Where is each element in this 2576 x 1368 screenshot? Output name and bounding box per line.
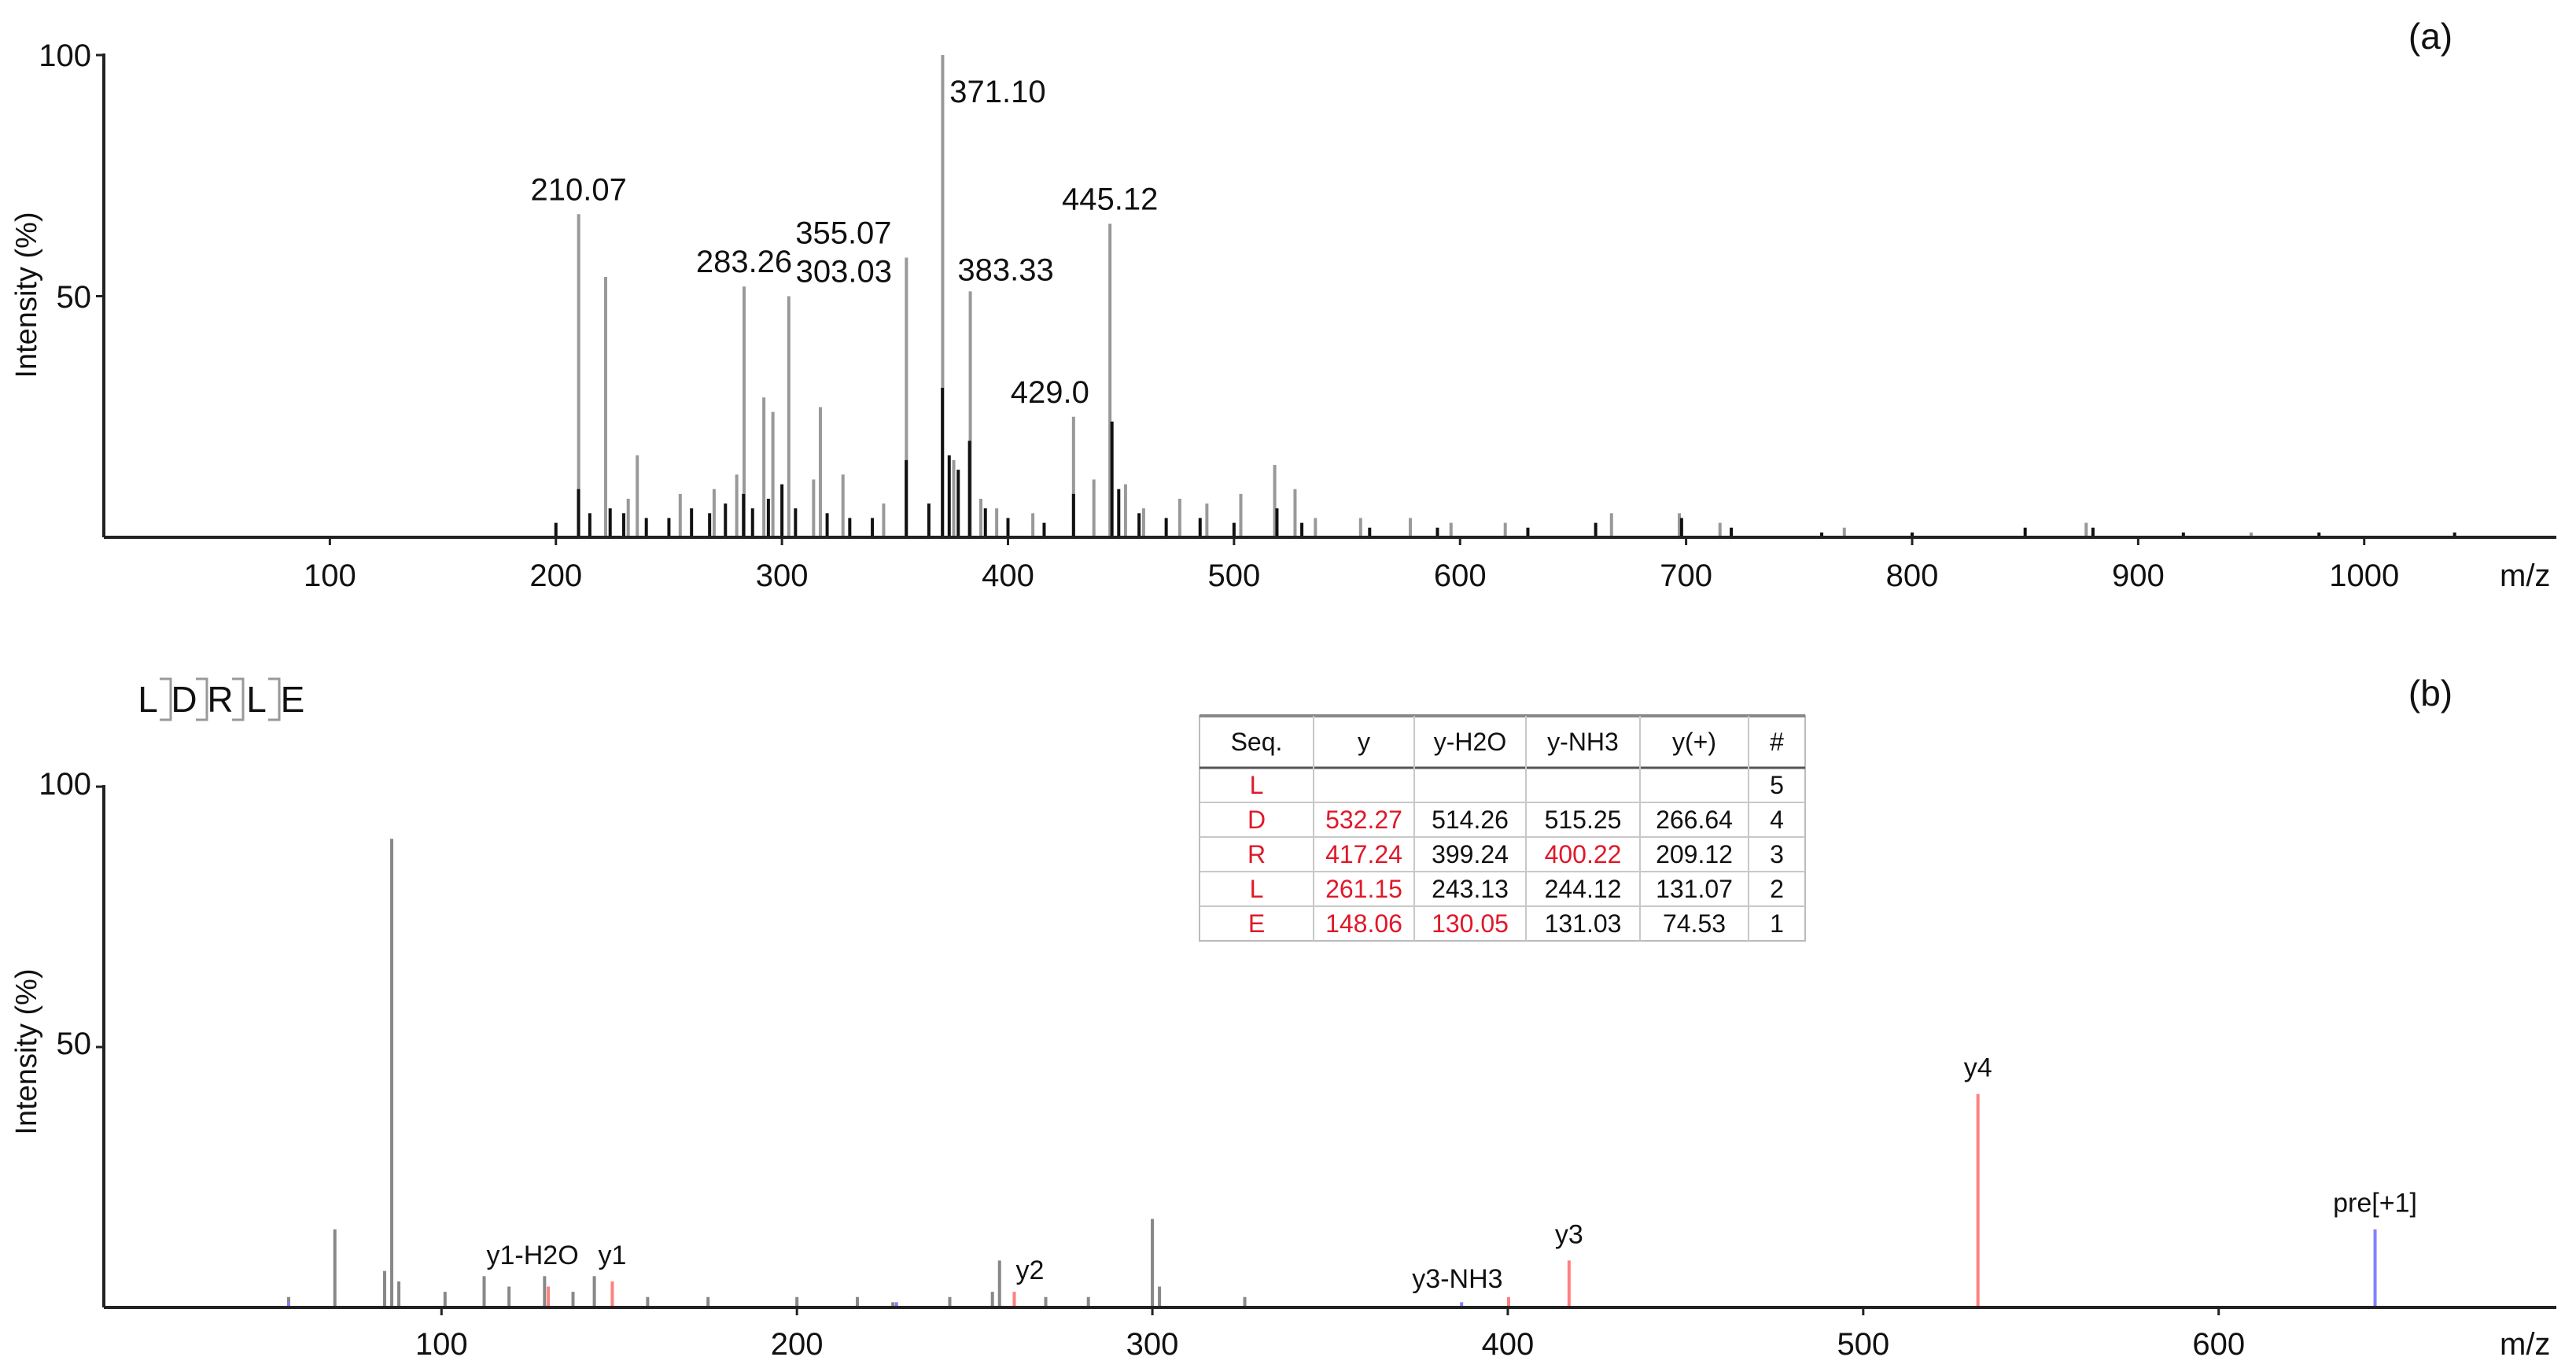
peak-annotation: y3 [1555,1219,1583,1249]
table-cell: E [1248,909,1265,938]
table-cell: 244.12 [1545,875,1622,903]
sequence-residue: D [171,679,197,720]
x-tick-label: 300 [1126,1327,1179,1362]
panel-a-x-ticks: 100 200 300 400 500 600 700 800 900 1000 [304,537,2399,593]
panel-a-peaks [554,55,2456,537]
table-cell: 131.03 [1545,909,1622,938]
table-header-cell: Seq. [1231,728,1283,756]
panel-a-axes [96,53,2556,539]
panel-b-x-ticks: 100 200 300 400 500 600 [415,1307,2245,1362]
peak-annotation: 371.10 [949,75,1045,109]
table-cell: 243.13 [1432,875,1509,903]
x-tick-label: 100 [304,559,356,593]
fragment-cleavage-mark [196,677,208,721]
peak-annotation: y3-NH3 [1412,1264,1502,1294]
x-tick-label: 1000 [2329,559,2399,593]
panel-b-y-tick-100: 100 [39,767,91,802]
sequence-residue: L [138,679,158,720]
panel-b-label: (b) [2408,673,2453,713]
panel-a-y-tick-50: 50 [57,280,92,315]
table-cell: R [1247,840,1266,868]
table-cell: 532.27 [1325,806,1402,834]
table-header-cell: y(+) [1672,728,1716,756]
x-tick-label: 200 [529,559,582,593]
x-tick-label: 400 [1482,1327,1535,1362]
table-header-cell: y-H2O [1434,728,1506,756]
peak-annotation: 383.33 [957,253,1053,287]
panel-b-x-axis-unit: m/z [2500,1327,2550,1362]
table-header-cell: y [1358,728,1370,756]
peak-annotation: y1 [599,1241,627,1270]
peak-annotation: pre[+1] [2333,1189,2417,1219]
x-tick-label: 800 [1886,559,1939,593]
table-cell: 5 [1770,771,1784,799]
fragment-cleavage-mark [160,677,172,721]
table-cell: 74.53 [1663,909,1726,938]
panel-a-y-tick-100: 100 [39,39,91,73]
x-tick-label: 300 [756,559,809,593]
x-tick-label: 900 [2112,559,2165,593]
table-cell: 4 [1770,806,1784,834]
sequence-residue: L [246,679,267,720]
panel-b-y-tick-50: 50 [57,1027,92,1061]
table-cell: 400.22 [1545,840,1622,868]
sequence-residue: E [281,679,305,720]
table-cell: L [1250,875,1264,903]
table-cell: 130.05 [1432,909,1509,938]
peak-annotation: y4 [1964,1053,1992,1083]
table-cell: 209.12 [1656,840,1733,868]
table-header-cell: # [1770,728,1784,756]
table-cell: 515.25 [1545,806,1622,834]
table-cell: 131.07 [1656,875,1733,903]
x-tick-label: 600 [1434,559,1487,593]
table-cell: 261.15 [1325,875,1402,903]
panel-a-peak-labels: 210.07 283.26 303.03 355.07 371.10 383.33 429.… [531,75,1159,410]
sequence-residue: R [207,679,233,720]
peak-annotation: y2 [1016,1256,1045,1285]
x-tick-label: 600 [2192,1327,2245,1362]
table-frame [1199,715,1806,942]
x-tick-label: 200 [771,1327,824,1362]
panel-b-ion-labels: y1-H2O y1 y2 y3-NH3 y3 y4 pre[+1] [487,1053,2417,1294]
table-cell: D [1247,806,1266,834]
x-tick-label: 500 [1837,1327,1889,1362]
table-header-cell: y-NH3 [1547,728,1619,756]
panel-a-ms-spectrum: (a) Intensity (%) 50 100 m/z 100 200 300 40… [10,16,2556,593]
table-cell: 3 [1770,840,1784,868]
panel-a-y-axis-title: Intensity (%) [10,212,43,378]
peak-annotation: 303.03 [796,255,892,289]
table-cell: 417.24 [1325,840,1402,868]
panel-b-y-axis-title: Intensity (%) [10,968,43,1134]
table-cell: 148.06 [1325,909,1402,938]
panel-b-peaks [286,839,2377,1307]
peak-annotation: y1-H2O [487,1241,579,1270]
table-cell: 2 [1770,875,1784,903]
table-cell: L [1250,771,1264,799]
x-tick-label: 400 [982,559,1034,593]
fragment-ion-table: Seq. y y-H2O y-NH3 y(+) # L 5 D 532.27 514.26 515.2… [1199,714,1806,942]
x-tick-label: 500 [1207,559,1260,593]
table-cell: 514.26 [1432,806,1509,834]
fragment-cleavage-mark [268,677,281,721]
peak-annotation: 355.07 [795,216,891,250]
peak-annotation: 210.07 [531,172,627,207]
x-tick-label: 700 [1660,559,1712,593]
fragment-cleavage-mark [232,677,245,721]
table-cell: 399.24 [1432,840,1509,868]
x-tick-label: 100 [415,1327,468,1362]
peak-annotation: 429.0 [1011,375,1089,410]
panel-b-axes [96,785,2556,1309]
panel-a-label: (a) [2408,16,2453,57]
panel-a-x-axis-unit: m/z [2500,559,2550,593]
peak-annotation: 445.12 [1062,183,1158,217]
peak-annotation: 283.26 [696,245,792,279]
table-cell: 1 [1770,909,1784,938]
table-cell: 266.64 [1656,806,1733,834]
